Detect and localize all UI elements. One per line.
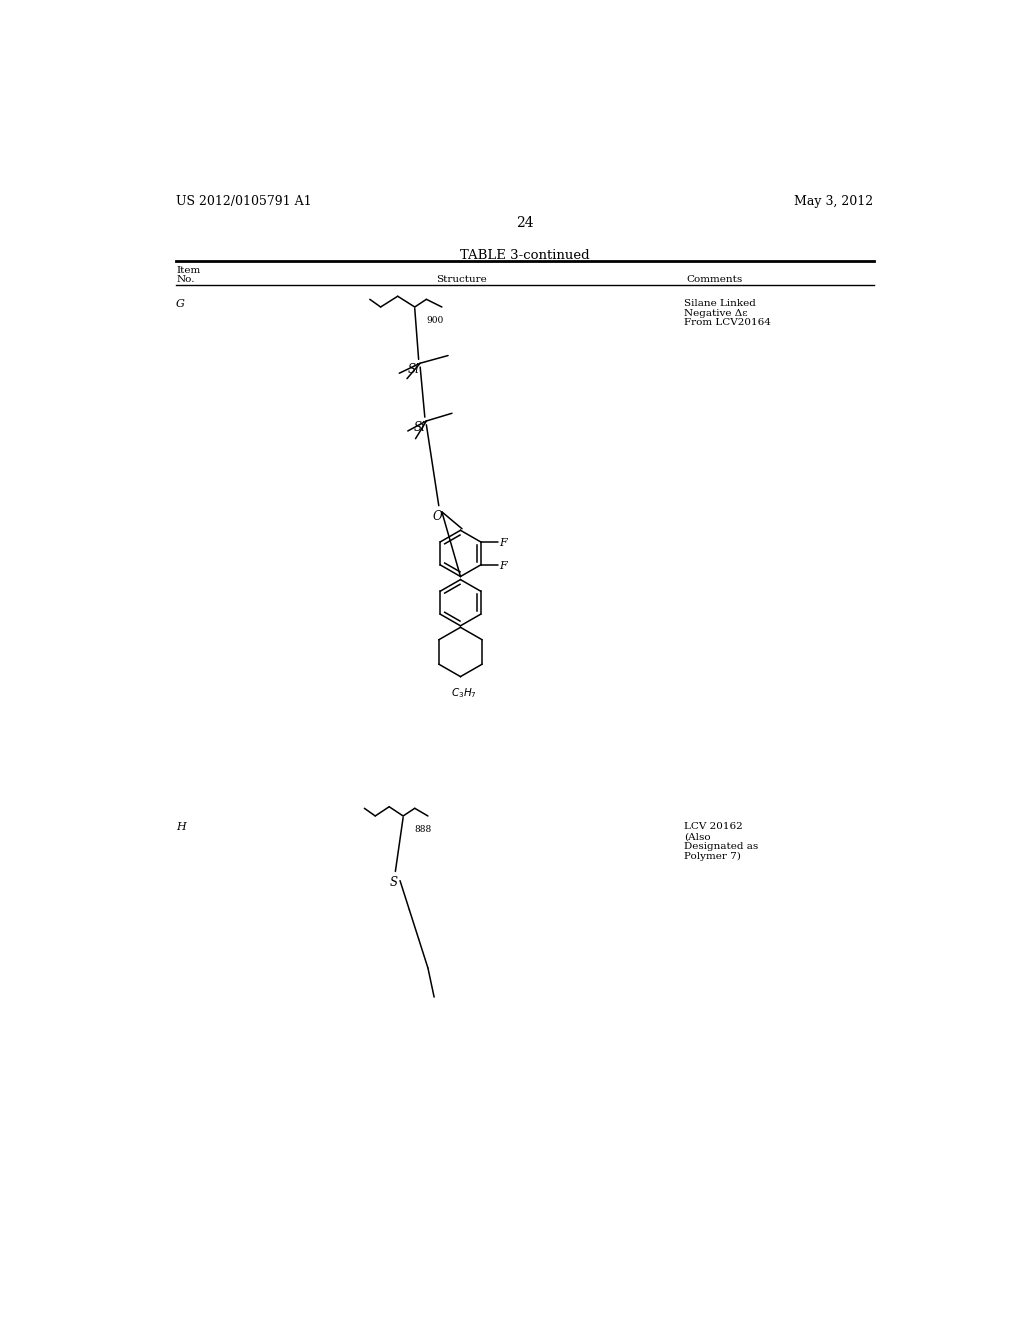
Text: LCV 20162: LCV 20162 xyxy=(684,822,743,832)
Text: $C_3H_7$: $C_3H_7$ xyxy=(452,686,477,701)
Text: F: F xyxy=(500,561,507,572)
Text: Silane Linked: Silane Linked xyxy=(684,300,757,309)
Text: Item: Item xyxy=(176,267,201,275)
Text: No.: No. xyxy=(176,276,195,284)
Text: Polymer 7): Polymer 7) xyxy=(684,853,741,861)
Text: H: H xyxy=(176,822,185,832)
Text: Structure: Structure xyxy=(436,276,486,284)
Text: F: F xyxy=(500,539,507,548)
Text: G: G xyxy=(176,300,185,309)
Text: Si: Si xyxy=(408,363,420,376)
Text: Si: Si xyxy=(414,421,426,434)
Text: 24: 24 xyxy=(516,216,534,230)
Text: From LCV20164: From LCV20164 xyxy=(684,318,771,327)
Text: 900: 900 xyxy=(426,317,443,325)
Text: 888: 888 xyxy=(414,825,431,834)
Text: Designated as: Designated as xyxy=(684,842,759,851)
Text: TABLE 3-continued: TABLE 3-continued xyxy=(460,249,590,263)
Text: Comments: Comments xyxy=(686,276,742,284)
Text: O: O xyxy=(432,511,442,523)
Text: US 2012/0105791 A1: US 2012/0105791 A1 xyxy=(176,195,311,209)
Text: Negative Δε: Negative Δε xyxy=(684,309,748,318)
Text: (Also: (Also xyxy=(684,832,711,841)
Text: S: S xyxy=(389,876,397,890)
Text: May 3, 2012: May 3, 2012 xyxy=(795,195,873,209)
